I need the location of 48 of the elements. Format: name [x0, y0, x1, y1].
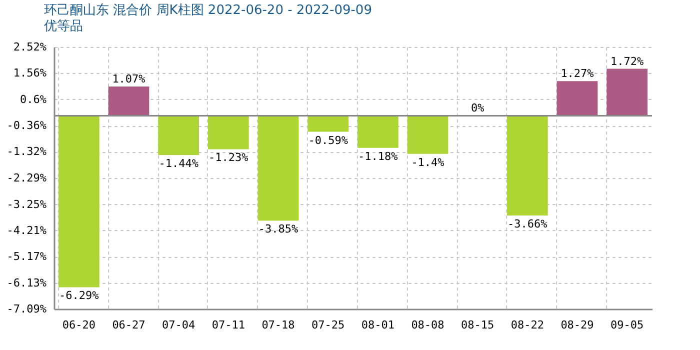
y-tick-label: -1.32%	[6, 145, 47, 158]
data-label: 1.27%	[560, 67, 594, 80]
bar	[407, 116, 448, 154]
x-tick-label: 07-11	[212, 318, 245, 332]
bar	[308, 116, 349, 132]
x-tick-label: 09-05	[610, 318, 644, 332]
y-tick-label: 0.6%	[20, 92, 47, 106]
bar	[108, 86, 150, 116]
bar	[258, 116, 299, 221]
data-label: -0.59%	[308, 134, 348, 147]
y-tick-label: -7.09%	[6, 302, 47, 316]
x-tick-label: 07-04	[162, 318, 196, 332]
x-tick-label: 07-25	[312, 318, 345, 332]
y-tick-label: -6.13%	[6, 276, 47, 290]
bar	[357, 116, 398, 148]
y-tick-label: -5.17%	[6, 250, 47, 264]
bar	[208, 116, 249, 150]
x-tick-label: 06-27	[112, 318, 146, 332]
y-tick-label: -3.25%	[6, 198, 47, 211]
x-tick-label: 08-08	[411, 318, 444, 332]
y-tick-label: -4.21%	[6, 224, 47, 237]
y-tick-label: -2.29%	[6, 172, 47, 185]
y-tick-label: -0.36%	[6, 119, 47, 132]
data-label: -1.4%	[411, 156, 445, 169]
bar	[506, 116, 548, 216]
data-label: -3.66%	[508, 217, 548, 230]
y-tick-label: 2.52%	[13, 40, 47, 54]
data-label: 1.72%	[610, 54, 644, 68]
x-tick-label: 07-18	[262, 318, 295, 332]
data-label: 0%	[470, 102, 485, 115]
data-label: -1.44%	[158, 156, 199, 170]
x-tick-label: 08-15	[461, 318, 494, 332]
bar	[606, 68, 648, 116]
x-tick-label: 06-20	[62, 318, 96, 332]
chart-subtitle: 优等品	[44, 19, 83, 34]
bar	[556, 81, 598, 116]
bar	[58, 116, 100, 288]
x-tick-label: 08-29	[560, 318, 594, 332]
data-label: 1.07%	[112, 72, 146, 86]
chart-title: 环己酮山东 混合价 周K柱图 2022-06-20 - 2022-09-09	[44, 3, 372, 18]
x-tick-label: 08-01	[361, 318, 394, 332]
bar	[158, 116, 200, 155]
data-label: -3.85%	[258, 222, 298, 236]
y-tick-label: 1.56%	[13, 66, 47, 80]
data-label: -6.29%	[59, 289, 100, 302]
data-label: -1.18%	[358, 150, 398, 163]
x-tick-label: 08-22	[510, 318, 544, 332]
data-label: -1.23%	[208, 151, 249, 164]
